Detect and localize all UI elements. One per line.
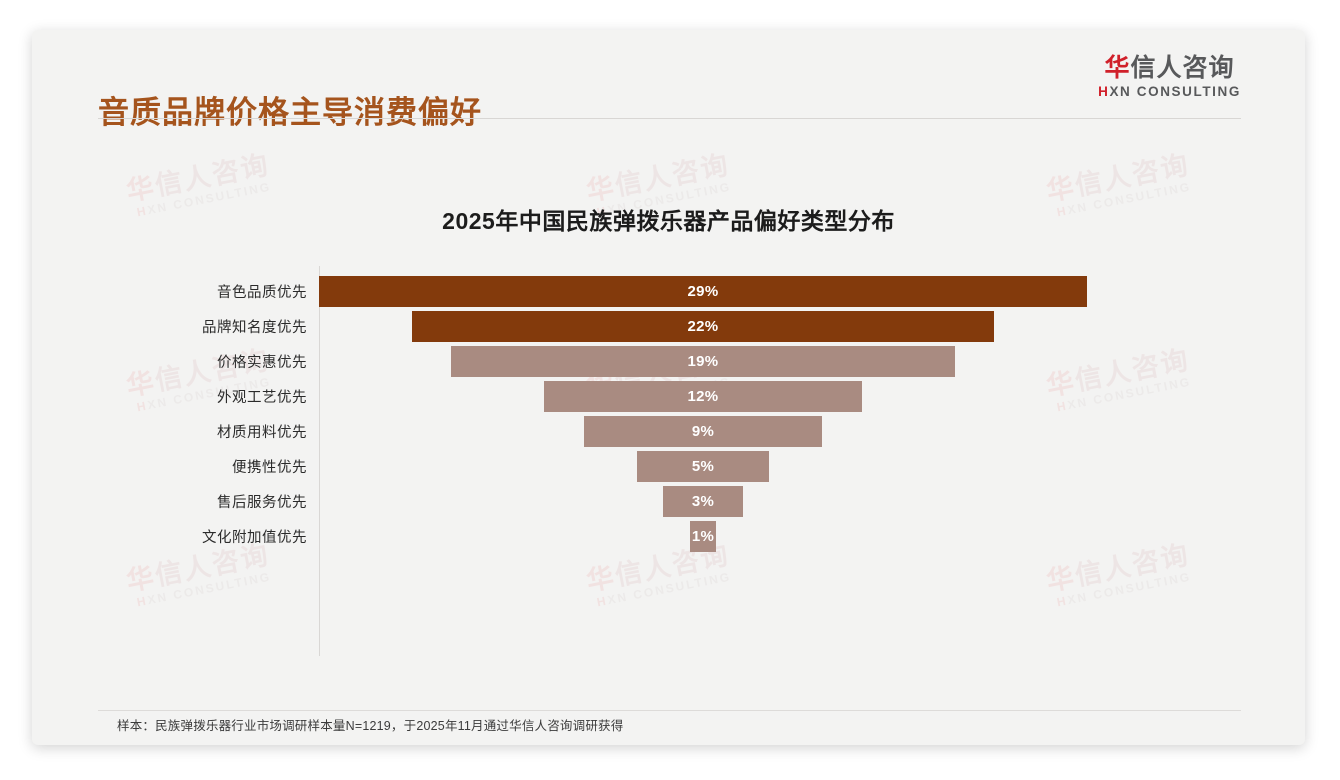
footnote-divider — [98, 710, 1241, 711]
funnel-row: 价格实惠优先 19% — [32, 344, 1305, 379]
brand-logo-en: HXN CONSULTING — [1098, 84, 1241, 99]
funnel-bar[interactable]: 5% — [636, 451, 770, 482]
brand-cn-accent: 华 — [1104, 54, 1131, 82]
funnel-bar[interactable]: 3% — [663, 486, 743, 517]
funnel-row: 便携性优先 5% — [32, 449, 1305, 484]
bar-value-label: 1% — [691, 528, 715, 545]
brand-logo-cn: 华信人咨询 — [1098, 55, 1241, 81]
bar-value-label: 29% — [687, 283, 719, 300]
slide-footer: ©2026.1 HXR华信人咨询 www.hxrcon.com — [32, 713, 1305, 745]
watermark-cn: 华信人咨询 — [124, 149, 273, 207]
bar-value-label: 5% — [691, 458, 715, 475]
brand-cn-rest: 信人咨询 — [1130, 54, 1235, 82]
watermark-cn: 华信人咨询 — [584, 149, 733, 207]
category-label: 文化附加值优先 — [202, 530, 307, 546]
category-label: 材质用料优先 — [217, 425, 307, 441]
watermark-cn: 华信人咨询 — [1044, 149, 1193, 207]
category-label: 外观工艺优先 — [217, 390, 307, 406]
funnel-bar[interactable]: 29% — [319, 276, 1087, 307]
funnel-bar[interactable]: 12% — [544, 381, 862, 412]
category-label: 品牌知名度优先 — [202, 320, 307, 336]
funnel-bar[interactable]: 1% — [689, 521, 717, 552]
funnel-bar[interactable]: 22% — [411, 311, 995, 342]
chart-axis-line — [319, 266, 320, 656]
funnel-row: 外观工艺优先 12% — [32, 379, 1305, 414]
chart-footnote: 样本：民族弹拨乐器行业市场调研样本量N=1219，于2025年11月通过华信人咨… — [117, 719, 624, 733]
funnel-row: 品牌知名度优先 22% — [32, 309, 1305, 344]
bar-value-label: 22% — [687, 318, 719, 335]
page-title: 音质品牌价格主导消费偏好 — [98, 95, 482, 130]
bar-value-label: 19% — [687, 353, 719, 370]
category-label: 便携性优先 — [232, 460, 307, 476]
funnel-row: 文化附加值优先 1% — [32, 519, 1305, 554]
funnel-row: 材质用料优先 9% — [32, 414, 1305, 449]
brand-logo: 华信人咨询 HXN CONSULTING — [1098, 55, 1241, 99]
bar-value-label: 9% — [691, 423, 715, 440]
funnel-bar[interactable]: 9% — [583, 416, 823, 447]
category-label: 价格实惠优先 — [217, 355, 307, 371]
funnel-row: 售后服务优先 3% — [32, 484, 1305, 519]
chart-title: 2025年中国民族弹拨乐器产品偏好类型分布 — [442, 208, 895, 234]
funnel-chart: 音色品质优先 29% 品牌知名度优先 22% 价格实惠优先 19% 外观工艺优先 12% 材质用… — [32, 266, 1305, 656]
slide-page: 华信人咨询 HXN CONSULTING 华信人咨询 HXN CONSULTING 华信… — [32, 30, 1305, 745]
brand-en-rest: XN CONSULTING — [1109, 84, 1241, 100]
slide-header: 音质品牌价格主导消费偏好 华信人咨询 HXN CONSULTING — [32, 30, 1305, 130]
funnel-row: 音色品质优先 29% — [32, 274, 1305, 309]
category-label: 售后服务优先 — [217, 495, 307, 511]
category-label: 音色品质优先 — [217, 285, 307, 301]
bar-value-label: 3% — [691, 493, 715, 510]
funnel-bar[interactable]: 19% — [451, 346, 955, 377]
brand-en-accent: H — [1098, 84, 1110, 100]
header-divider — [98, 118, 1241, 119]
bar-value-label: 12% — [687, 388, 719, 405]
